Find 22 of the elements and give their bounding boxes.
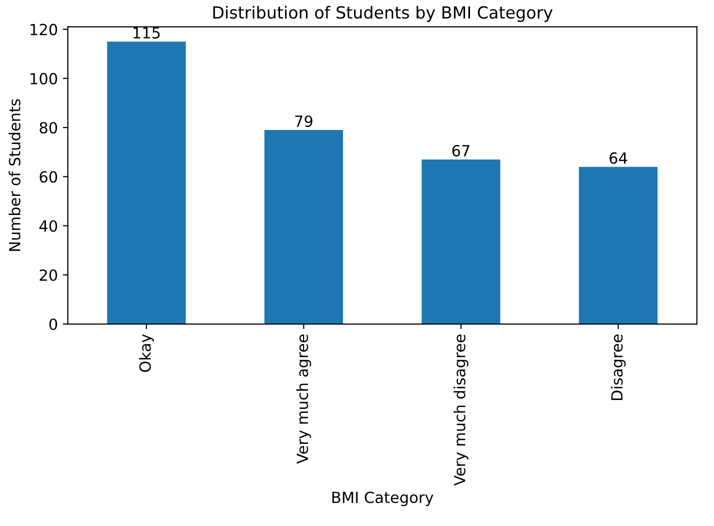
y-tick-label: 60 (40, 171, 58, 183)
y-tick-label: 120 (30, 24, 58, 36)
bar (107, 42, 186, 324)
chart-title: Distribution of Students by BMI Category (213, 6, 553, 22)
data-label: 115 (134, 27, 160, 39)
y-axis-title: Number of Students (8, 99, 20, 251)
bar (264, 130, 344, 324)
y-tick-label: 0 (49, 318, 58, 330)
x-axis-title: BMI Category (332, 492, 434, 506)
data-label: 79 (295, 115, 312, 128)
x-tick-label: Very much agree (296, 334, 312, 464)
x-tick-label: Very much disagree (454, 334, 468, 486)
y-tick-label: 100 (30, 72, 58, 84)
data-label: 67 (452, 144, 470, 156)
y-tick-label: 40 (39, 220, 58, 232)
y-tick-label: 20 (40, 269, 58, 281)
x-tick-label: Disagree (610, 334, 626, 400)
x-tick-label: Okay (139, 334, 154, 372)
bar (578, 166, 658, 324)
y-tick-label: 80 (40, 122, 58, 134)
data-label: 64 (610, 152, 628, 164)
bar (422, 159, 500, 324)
